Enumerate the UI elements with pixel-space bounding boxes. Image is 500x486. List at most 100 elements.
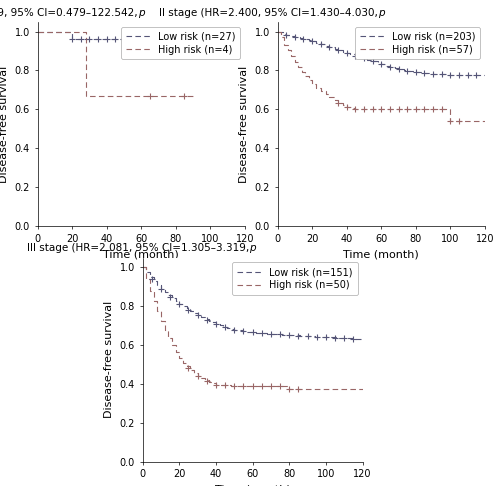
Point — [240, 382, 248, 390]
Y-axis label: Disease-free survival: Disease-free survival — [0, 65, 9, 183]
Point — [446, 117, 454, 125]
Point — [276, 382, 284, 390]
Point — [86, 35, 94, 43]
Point — [386, 105, 394, 113]
Point — [258, 382, 266, 390]
Point — [464, 71, 471, 79]
Point — [334, 99, 342, 106]
Point — [166, 293, 174, 301]
Point — [340, 334, 348, 342]
Point — [202, 316, 210, 324]
Point — [163, 35, 171, 43]
Point — [368, 105, 376, 113]
Point — [378, 105, 386, 113]
Point — [94, 35, 102, 43]
Point — [146, 35, 154, 43]
Point — [386, 63, 394, 70]
Y-axis label: Disease-free survival: Disease-free survival — [239, 65, 249, 183]
Point — [68, 35, 76, 43]
Point — [248, 329, 256, 336]
Point — [334, 46, 342, 54]
Point — [285, 385, 293, 393]
X-axis label: Time (month): Time (month) — [344, 249, 419, 259]
Point — [180, 35, 188, 43]
Text: p: p — [138, 8, 144, 18]
Point — [291, 34, 299, 41]
Point — [360, 105, 368, 113]
Point — [360, 54, 368, 62]
Point — [342, 49, 350, 57]
Text: II stage (HR=2.400, 95% CI=1.430–4.030,: II stage (HR=2.400, 95% CI=1.430–4.030, — [159, 8, 382, 18]
Point — [412, 105, 420, 113]
X-axis label: Time (month): Time (month) — [104, 249, 179, 259]
Point — [146, 92, 154, 100]
Point — [394, 65, 402, 73]
Point — [294, 385, 302, 393]
Point — [276, 330, 284, 338]
Point — [112, 35, 120, 43]
Point — [368, 57, 376, 65]
Point — [300, 35, 308, 43]
Point — [350, 335, 358, 343]
Point — [285, 331, 293, 339]
Legend: Low risk (n=151), High risk (n=50): Low risk (n=151), High risk (n=50) — [232, 262, 358, 295]
Point — [472, 71, 480, 79]
Point — [194, 372, 202, 380]
Point — [438, 105, 446, 113]
Point — [429, 105, 437, 113]
Title: III stage (HR=2.081, 95% CI=1.305–3.319, p=0.002): III stage (HR=2.081, 95% CI=1.305–3.319,… — [0, 485, 1, 486]
Point — [403, 67, 411, 75]
Point — [455, 71, 463, 79]
Point — [403, 105, 411, 113]
Point — [212, 381, 220, 388]
X-axis label: Time (month): Time (month) — [214, 485, 290, 486]
Point — [352, 52, 360, 60]
Point — [128, 35, 136, 43]
Point — [230, 382, 238, 390]
Point — [308, 37, 316, 45]
Point — [202, 377, 210, 385]
Point — [438, 70, 446, 78]
Point — [429, 70, 437, 78]
Point — [240, 328, 248, 335]
Point — [221, 323, 229, 331]
Legend: Low risk (n=27), High risk (n=4): Low risk (n=27), High risk (n=4) — [121, 27, 240, 59]
Point — [221, 382, 229, 389]
Point — [76, 35, 84, 43]
Point — [446, 71, 454, 79]
Point — [102, 35, 110, 43]
Point — [316, 40, 324, 48]
Point — [120, 35, 128, 43]
Point — [455, 117, 463, 125]
Point — [304, 332, 312, 340]
Point — [312, 333, 320, 341]
Point — [412, 68, 420, 76]
Point — [394, 105, 402, 113]
Point — [322, 333, 330, 341]
Point — [326, 43, 334, 51]
Point — [172, 35, 180, 43]
Point — [212, 320, 220, 328]
Point — [137, 35, 145, 43]
Point — [282, 32, 290, 39]
Point — [194, 311, 202, 319]
Point — [420, 105, 428, 113]
Point — [267, 330, 275, 338]
Point — [342, 104, 350, 111]
Text: III stage (HR=2.081, 95% CI=1.305–3.319,: III stage (HR=2.081, 95% CI=1.305–3.319, — [27, 243, 252, 254]
Point — [157, 285, 165, 293]
Point — [180, 92, 188, 100]
Point — [267, 382, 275, 390]
Point — [230, 326, 238, 333]
Point — [148, 275, 156, 283]
Point — [175, 300, 183, 308]
Point — [294, 331, 302, 339]
Point — [258, 330, 266, 337]
Text: I stage (HR=7.659, 95% CI=0.479–122.542,: I stage (HR=7.659, 95% CI=0.479–122.542, — [0, 8, 142, 18]
Text: p: p — [249, 243, 256, 254]
Point — [331, 334, 339, 342]
Text: p: p — [378, 8, 384, 18]
Point — [352, 105, 360, 113]
Point — [378, 60, 386, 68]
Point — [184, 364, 192, 372]
